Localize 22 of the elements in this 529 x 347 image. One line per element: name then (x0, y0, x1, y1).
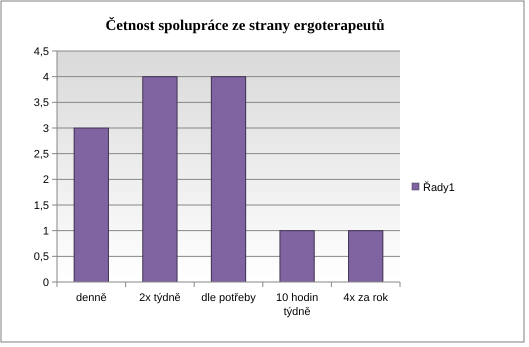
y-tick-label: 0,5 (34, 251, 49, 264)
y-tick-label: 3 (42, 122, 49, 135)
x-tick-label: 10 hodin týdně (276, 292, 318, 318)
x-tick-label: dle potřeby (201, 292, 256, 304)
bar (210, 76, 246, 282)
y-tick-label: 2,5 (34, 148, 49, 161)
bar (348, 230, 384, 282)
y-tick-label: 1 (42, 226, 49, 238)
y-tick-label: 1,5 (34, 200, 49, 212)
x-tick-label: denně (76, 292, 107, 304)
y-tick-label: 2 (42, 174, 49, 186)
y-tick-label: 0 (42, 276, 49, 289)
x-tick-label: 4x za rok (343, 292, 389, 304)
bar (142, 76, 178, 282)
x-tick-label: 2x týdně (139, 292, 181, 304)
chart-title: Četnost spolupráce ze strany ergoterapeutů (105, 16, 385, 34)
y-tick-label: 4 (42, 72, 49, 84)
y-tick-label: 4,5 (34, 46, 49, 58)
bar (279, 230, 315, 282)
bar (74, 128, 109, 282)
y-tick-label: 3,5 (34, 97, 49, 110)
legend-label: Řady1 (423, 180, 455, 194)
